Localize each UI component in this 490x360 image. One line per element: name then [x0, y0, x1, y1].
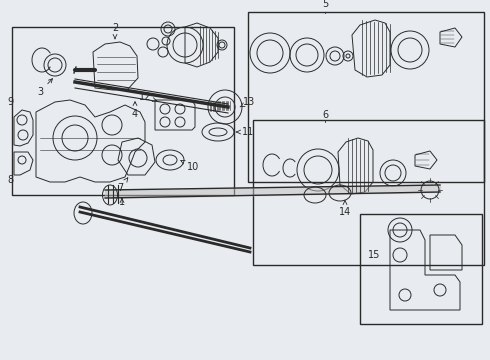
Text: 8: 8: [7, 175, 13, 185]
Text: 10: 10: [181, 161, 199, 172]
Text: 12: 12: [139, 92, 157, 102]
Text: 3: 3: [37, 79, 52, 97]
Text: 1: 1: [119, 197, 125, 207]
Text: 5: 5: [322, 0, 328, 9]
Text: 13: 13: [240, 97, 255, 107]
Text: 15: 15: [368, 250, 380, 260]
Text: 6: 6: [322, 110, 328, 120]
Text: 4: 4: [132, 102, 138, 119]
Bar: [248, 12, 484, 182]
Bar: [12, 27, 234, 195]
Text: 2: 2: [112, 23, 118, 39]
Text: 11: 11: [236, 127, 254, 137]
Bar: [360, 214, 482, 324]
Text: 7: 7: [117, 178, 128, 193]
Text: 9: 9: [7, 97, 13, 107]
Text: 14: 14: [339, 201, 351, 217]
Bar: [253, 120, 484, 265]
